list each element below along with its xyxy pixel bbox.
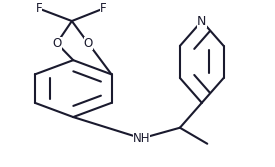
Text: F: F [100,2,107,15]
Text: O: O [84,37,93,50]
Text: NH: NH [133,132,150,145]
Text: F: F [36,2,42,15]
Text: O: O [52,37,61,50]
Text: N: N [197,15,207,28]
